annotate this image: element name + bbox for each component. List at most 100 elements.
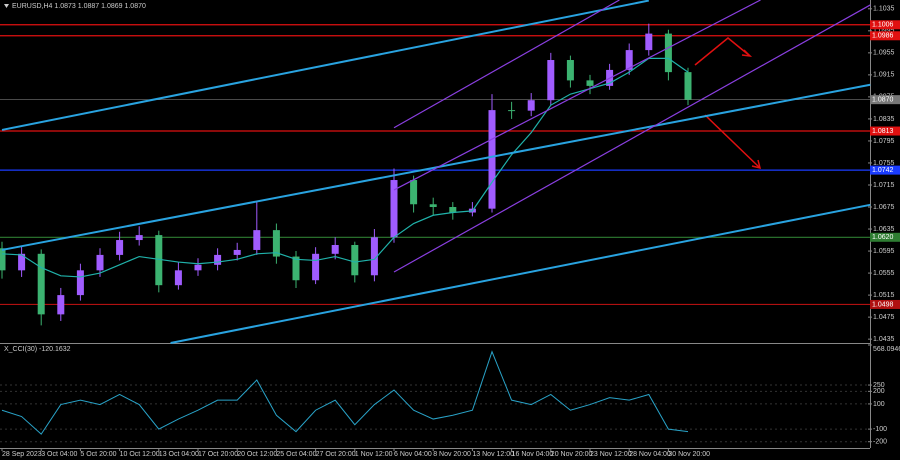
trend-line (170, 203, 871, 344)
level-label: 1.0620 (872, 234, 894, 241)
y-tick-label: 1.0515 (873, 292, 895, 299)
x-tick-label: 3 Oct 04:00 (41, 451, 77, 458)
x-tick-label: 28 Nov 04:00 (629, 451, 671, 458)
y-tick-label: 1.1035 (873, 6, 895, 13)
y-tick-label: 1.0555 (873, 270, 895, 277)
y-tick-label: 1.0715 (873, 182, 895, 189)
forecast-arrows (694, 37, 762, 170)
candle-body (96, 254, 104, 271)
level-label: 1.0986 (872, 33, 894, 40)
candle-body (312, 253, 320, 281)
candle-body (664, 33, 672, 73)
y-tick-label: 1.0955 (873, 50, 895, 57)
x-tick-label: 23 Nov 12:00 (590, 451, 632, 458)
candle-body (76, 270, 84, 296)
candle-body (174, 270, 182, 286)
candle-body (410, 180, 418, 205)
candle-body (684, 72, 692, 100)
arrow-head (741, 49, 753, 58)
candle-body (370, 237, 378, 276)
moving-average (1, 57, 689, 278)
trend-line (393, 0, 620, 129)
candle-body (18, 253, 26, 271)
x-tick-label: 27 Oct 20:00 (316, 451, 356, 458)
candle-body (566, 60, 574, 81)
x-tick-label: 16 Nov 04:00 (512, 451, 554, 458)
candle-body (0, 248, 6, 271)
candle-body (429, 204, 437, 208)
x-tick-label: 20 Oct 12:00 (237, 451, 277, 458)
candle-body (135, 235, 143, 241)
y-tick-label: 1.0475 (873, 314, 895, 321)
x-tick-label: 30 Nov 20:00 (668, 451, 710, 458)
candle-body (488, 110, 496, 209)
chart-title: EURUSD,H4 1.0873 1.0887 1.0869 1.0870 (12, 3, 146, 10)
x-tick-label: 13 Nov 12:00 (472, 451, 514, 458)
level-label: 1.1006 (872, 22, 894, 29)
cci-line (1, 350, 689, 435)
candle-body (625, 50, 633, 70)
candle-body (37, 253, 45, 315)
candle-body (272, 230, 280, 257)
level-box (870, 126, 900, 136)
y-tick-label: 1.0435 (873, 336, 895, 343)
candle-body (253, 230, 261, 250)
candle-body (292, 256, 300, 281)
x-tick-label: 5 Oct 20:00 (80, 451, 116, 458)
y-tick-label: 1.0755 (873, 160, 895, 167)
candle-body (547, 60, 555, 101)
candle-body (508, 110, 516, 112)
x-tick-label: 17 Oct 20:00 (198, 451, 238, 458)
candle-body (155, 235, 163, 286)
y-tick-label: 1.0795 (873, 138, 895, 145)
candle-body (194, 264, 202, 271)
candle-body (331, 245, 339, 254)
candle-body (645, 33, 653, 51)
y-tick-label: 1.0835 (873, 116, 895, 123)
level-label: 1.0813 (872, 128, 894, 135)
x-tick-label: 6 Nov 04:00 (394, 451, 432, 458)
y-tick-label: -200 (873, 439, 887, 446)
candle-body (57, 295, 65, 315)
level-box (870, 31, 900, 41)
y-tick-label: 200 (873, 388, 885, 395)
title-icon (4, 4, 9, 8)
y-tick-label: 1.0915 (873, 72, 895, 79)
level-box (870, 299, 900, 309)
forecast-up (694, 37, 751, 66)
y-tick-label: -100 (873, 426, 887, 433)
level-box (870, 165, 900, 175)
trend-line (1, 0, 649, 131)
y-tick-label: 1.0635 (873, 226, 895, 233)
level-box (870, 20, 900, 30)
trend-line (393, 4, 871, 273)
x-tick-label: 28 Sep 2023 (2, 451, 42, 458)
candle-body (351, 245, 359, 276)
candle-body (390, 180, 398, 238)
candle-body (449, 207, 457, 213)
y-tick-label: 250 (873, 382, 885, 389)
candle-body (233, 249, 241, 255)
candle-body (214, 254, 222, 265)
level-label: 1.0742 (872, 167, 894, 174)
candle-body (586, 80, 594, 86)
y-tick-label: 1.0995 (873, 28, 895, 35)
y-tick-label: 100 (873, 401, 885, 408)
candle-body (116, 240, 124, 255)
indicator-title: X_CCI(30) -120.1632 (4, 346, 71, 353)
x-tick-label: 20 Nov 20:00 (551, 451, 593, 458)
candle-body (527, 100, 535, 111)
x-tick-label: 13 Oct 04:00 (159, 451, 199, 458)
current-price-label: 1.0870 (872, 96, 894, 103)
trend-line (393, 0, 761, 191)
arrow-head (751, 159, 762, 170)
y-tick-label: 1.0595 (873, 248, 895, 255)
forecast-down (704, 114, 761, 169)
x-tick-label: 10 Oct 12:00 (120, 451, 160, 458)
x-tick-label: 8 Nov 20:00 (433, 451, 471, 458)
level-box (870, 232, 900, 242)
current-price-box (870, 95, 900, 105)
y-tick-label: 1.0675 (873, 204, 895, 211)
x-tick-label: 25 Oct 04:00 (276, 451, 316, 458)
